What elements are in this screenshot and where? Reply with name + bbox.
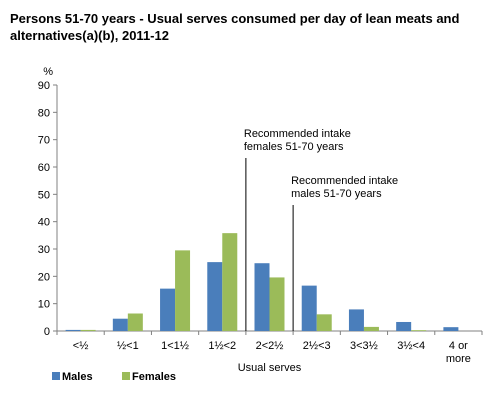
bar-males-3: [207, 262, 223, 331]
y-tick-label: 40: [38, 217, 50, 229]
x-axis-label: Usual serves: [238, 362, 302, 374]
legend-swatch-males: [52, 372, 60, 380]
x-tick-label: 1½<2: [208, 340, 236, 352]
y-tick-label: 70: [38, 135, 50, 147]
x-tick-label: ½<1: [117, 340, 139, 352]
y-tick-label: 10: [38, 299, 50, 311]
bar-females-5: [316, 314, 332, 331]
bar-females-0: [80, 329, 96, 331]
bar-males-0: [65, 329, 81, 331]
legend-label-females: Females: [132, 371, 176, 383]
bar-females-1: [127, 313, 143, 331]
y-tick-label: 90: [38, 80, 50, 92]
x-tick-label: <½: [73, 340, 89, 352]
bar-males-8: [443, 327, 459, 331]
bar-females-2: [175, 250, 191, 331]
y-tick-label: 30: [38, 244, 50, 256]
bar-females-6: [363, 326, 379, 331]
x-tick-label: 3½<4: [397, 340, 425, 352]
y-axis-label: %: [43, 66, 53, 78]
y-tick-label: 80: [38, 107, 50, 119]
recommended-intake-label: Recommended intake males 51-70 years: [291, 175, 398, 200]
bar-males-7: [396, 321, 412, 331]
bar-males-1: [112, 318, 128, 331]
y-tick-label: 20: [38, 271, 50, 283]
x-tick-label: 1<1½: [161, 340, 189, 352]
bar-males-2: [160, 288, 176, 331]
x-tick-label: 2½<3: [303, 340, 331, 352]
bar-females-7: [411, 330, 427, 331]
legend-swatch-females: [122, 372, 130, 380]
bar-males-6: [348, 309, 364, 331]
bar-males-5: [301, 285, 317, 331]
x-tick-label: 2<2½: [256, 340, 284, 352]
legend-label-males: Males: [62, 371, 93, 383]
y-tick-label: 0: [44, 326, 50, 338]
y-tick-label: 60: [38, 162, 50, 174]
x-tick-label: 3<3½: [350, 340, 378, 352]
bar-males-4: [254, 263, 270, 331]
bar-females-4: [269, 277, 285, 331]
bar-females-3: [222, 233, 238, 331]
chart-title: Persons 51-70 years - Usual serves consu…: [10, 11, 460, 43]
y-tick-label: 50: [38, 189, 50, 201]
recommended-intake-label: Recommended intake females 51-70 years: [244, 128, 351, 153]
x-tick-label: 4 or more: [446, 340, 471, 365]
